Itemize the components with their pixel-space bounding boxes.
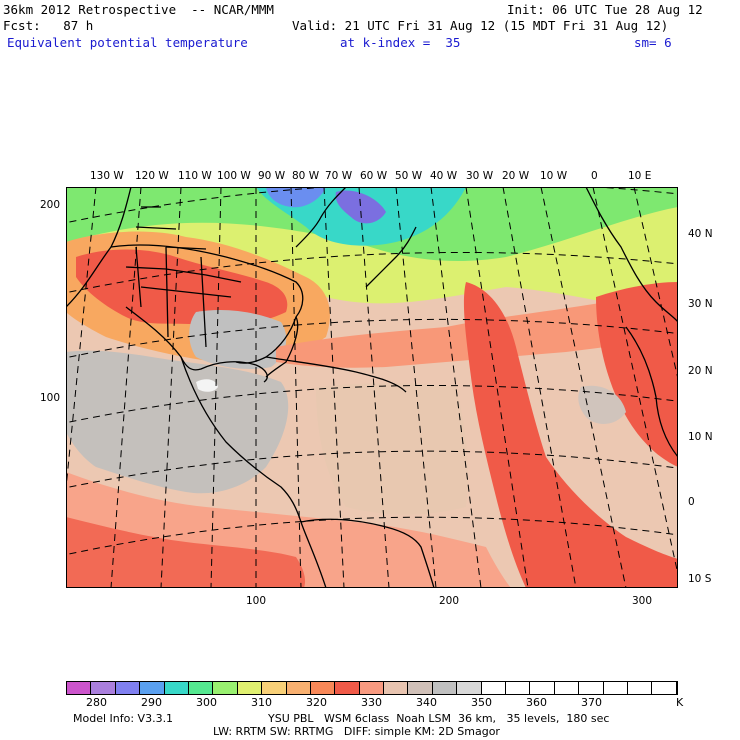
- field-us-red: [76, 249, 288, 326]
- lon-label: 120 W: [135, 170, 169, 182]
- colorbar-swatch: [603, 682, 628, 694]
- colorbar-swatch: [652, 682, 677, 694]
- colorbar-unit: K: [676, 696, 684, 709]
- lat-label: 0: [688, 496, 695, 508]
- lat-label: 10 S: [688, 573, 712, 585]
- colorbar-label: 330: [361, 696, 382, 709]
- colorbar-swatch: [310, 682, 336, 694]
- field-grey-east: [578, 385, 626, 424]
- lon-label: 100 W: [217, 170, 251, 182]
- lat-label: 10 N: [688, 431, 713, 443]
- colorbar-swatch: [67, 682, 92, 694]
- grid-x-label: 100: [246, 595, 267, 607]
- field-grey-inland: [189, 310, 287, 369]
- colorbar-label: 310: [251, 696, 272, 709]
- colorbar-swatch: [140, 682, 165, 694]
- colorbar-swatch: [384, 682, 409, 694]
- colorbar-label: 340: [416, 696, 437, 709]
- lon-label: 30 W: [466, 170, 494, 182]
- grid-x-label: 200: [439, 595, 460, 607]
- field-name: Equivalent potential temperature: [7, 35, 248, 50]
- colorbar-swatch: [188, 682, 214, 694]
- radiation-info: LW: RRTM SW: RRTMG DIFF: simple KM: 2D S…: [213, 725, 500, 738]
- colorbar-label: 280: [86, 696, 107, 709]
- colorbar-swatch: [359, 682, 385, 694]
- model-title: 36km 2012 Retrospective -- NCAR/MMM: [3, 2, 274, 17]
- lon-label: 110 W: [178, 170, 212, 182]
- lat-label: 30 N: [688, 298, 713, 310]
- map-canvas: [66, 187, 678, 588]
- smoothing-info: sm= 6: [634, 35, 672, 50]
- lon-label: 10 W: [540, 170, 568, 182]
- lon-label: 40 W: [430, 170, 458, 182]
- lon-label: 20 W: [502, 170, 530, 182]
- colorbar-swatch: [530, 682, 555, 694]
- lon-label: 80 W: [292, 170, 320, 182]
- lon-label: 0: [591, 170, 598, 182]
- colorbar-label: 350: [471, 696, 492, 709]
- valid-time: Valid: 21 UTC Fri 31 Aug 12 (15 MDT Fri …: [292, 18, 669, 33]
- colorbar-swatch: [115, 682, 141, 694]
- lon-label: 50 W: [395, 170, 423, 182]
- colorbar-label: 320: [306, 696, 327, 709]
- colorbar-swatch: [91, 682, 116, 694]
- colorbar-swatch: [335, 682, 360, 694]
- colorbar-label: 360: [526, 696, 547, 709]
- colorbar-label: 300: [196, 696, 217, 709]
- colorbar-swatch: [554, 682, 580, 694]
- colorbar-swatch: [213, 682, 238, 694]
- lon-label: 10 E: [628, 170, 652, 182]
- lon-label: 130 W: [90, 170, 124, 182]
- lon-label: 90 W: [258, 170, 286, 182]
- field-central-peach: [316, 383, 468, 515]
- field-blue-north: [266, 187, 326, 208]
- field-east-atlantic-red: [463, 282, 678, 588]
- lat-label: 40 N: [688, 228, 713, 240]
- model-info: Model Info: V3.3.1: [73, 712, 174, 725]
- lon-label: 60 W: [360, 170, 388, 182]
- colorbar-label: 370: [581, 696, 602, 709]
- coastlines: [66, 187, 678, 588]
- theta-e-map: [66, 187, 678, 588]
- field-blue-north-2: [335, 190, 386, 224]
- colorbar-swatch: [286, 682, 311, 694]
- field-white-spot: [196, 379, 218, 392]
- field-tropical-red: [66, 517, 306, 588]
- colorbar-swatch: [481, 682, 507, 694]
- colorbar-swatch: [506, 682, 531, 694]
- init-time: Init: 06 UTC Tue 28 Aug 12: [507, 2, 703, 17]
- level-info: at k-index = 35: [340, 35, 461, 50]
- colorbar-swatch: [408, 682, 433, 694]
- colorbar-swatch: [237, 682, 263, 694]
- colorbar-swatch: [457, 682, 482, 694]
- colorbar-swatch: [627, 682, 653, 694]
- lat-label: 20 N: [688, 365, 713, 377]
- grid-x-label: 300: [632, 595, 653, 607]
- colorbar-swatch: [262, 682, 287, 694]
- grid-y-label: 100: [40, 392, 61, 404]
- colorbar-label: 290: [141, 696, 162, 709]
- field-grey-gulf: [66, 350, 289, 494]
- colorbar-swatch: [579, 682, 604, 694]
- colorbar: [66, 681, 678, 695]
- physics-info: YSU PBL WSM 6class Noah LSM 36 km, 35 le…: [268, 712, 610, 725]
- grid-y-label: 200: [40, 199, 61, 211]
- lon-label: 70 W: [325, 170, 353, 182]
- forecast-hour: Fcst: 87 h: [3, 18, 94, 33]
- colorbar-swatch: [432, 682, 458, 694]
- graticule: [66, 187, 678, 588]
- colorbar-swatch: [164, 682, 189, 694]
- field-africa-red: [596, 282, 678, 467]
